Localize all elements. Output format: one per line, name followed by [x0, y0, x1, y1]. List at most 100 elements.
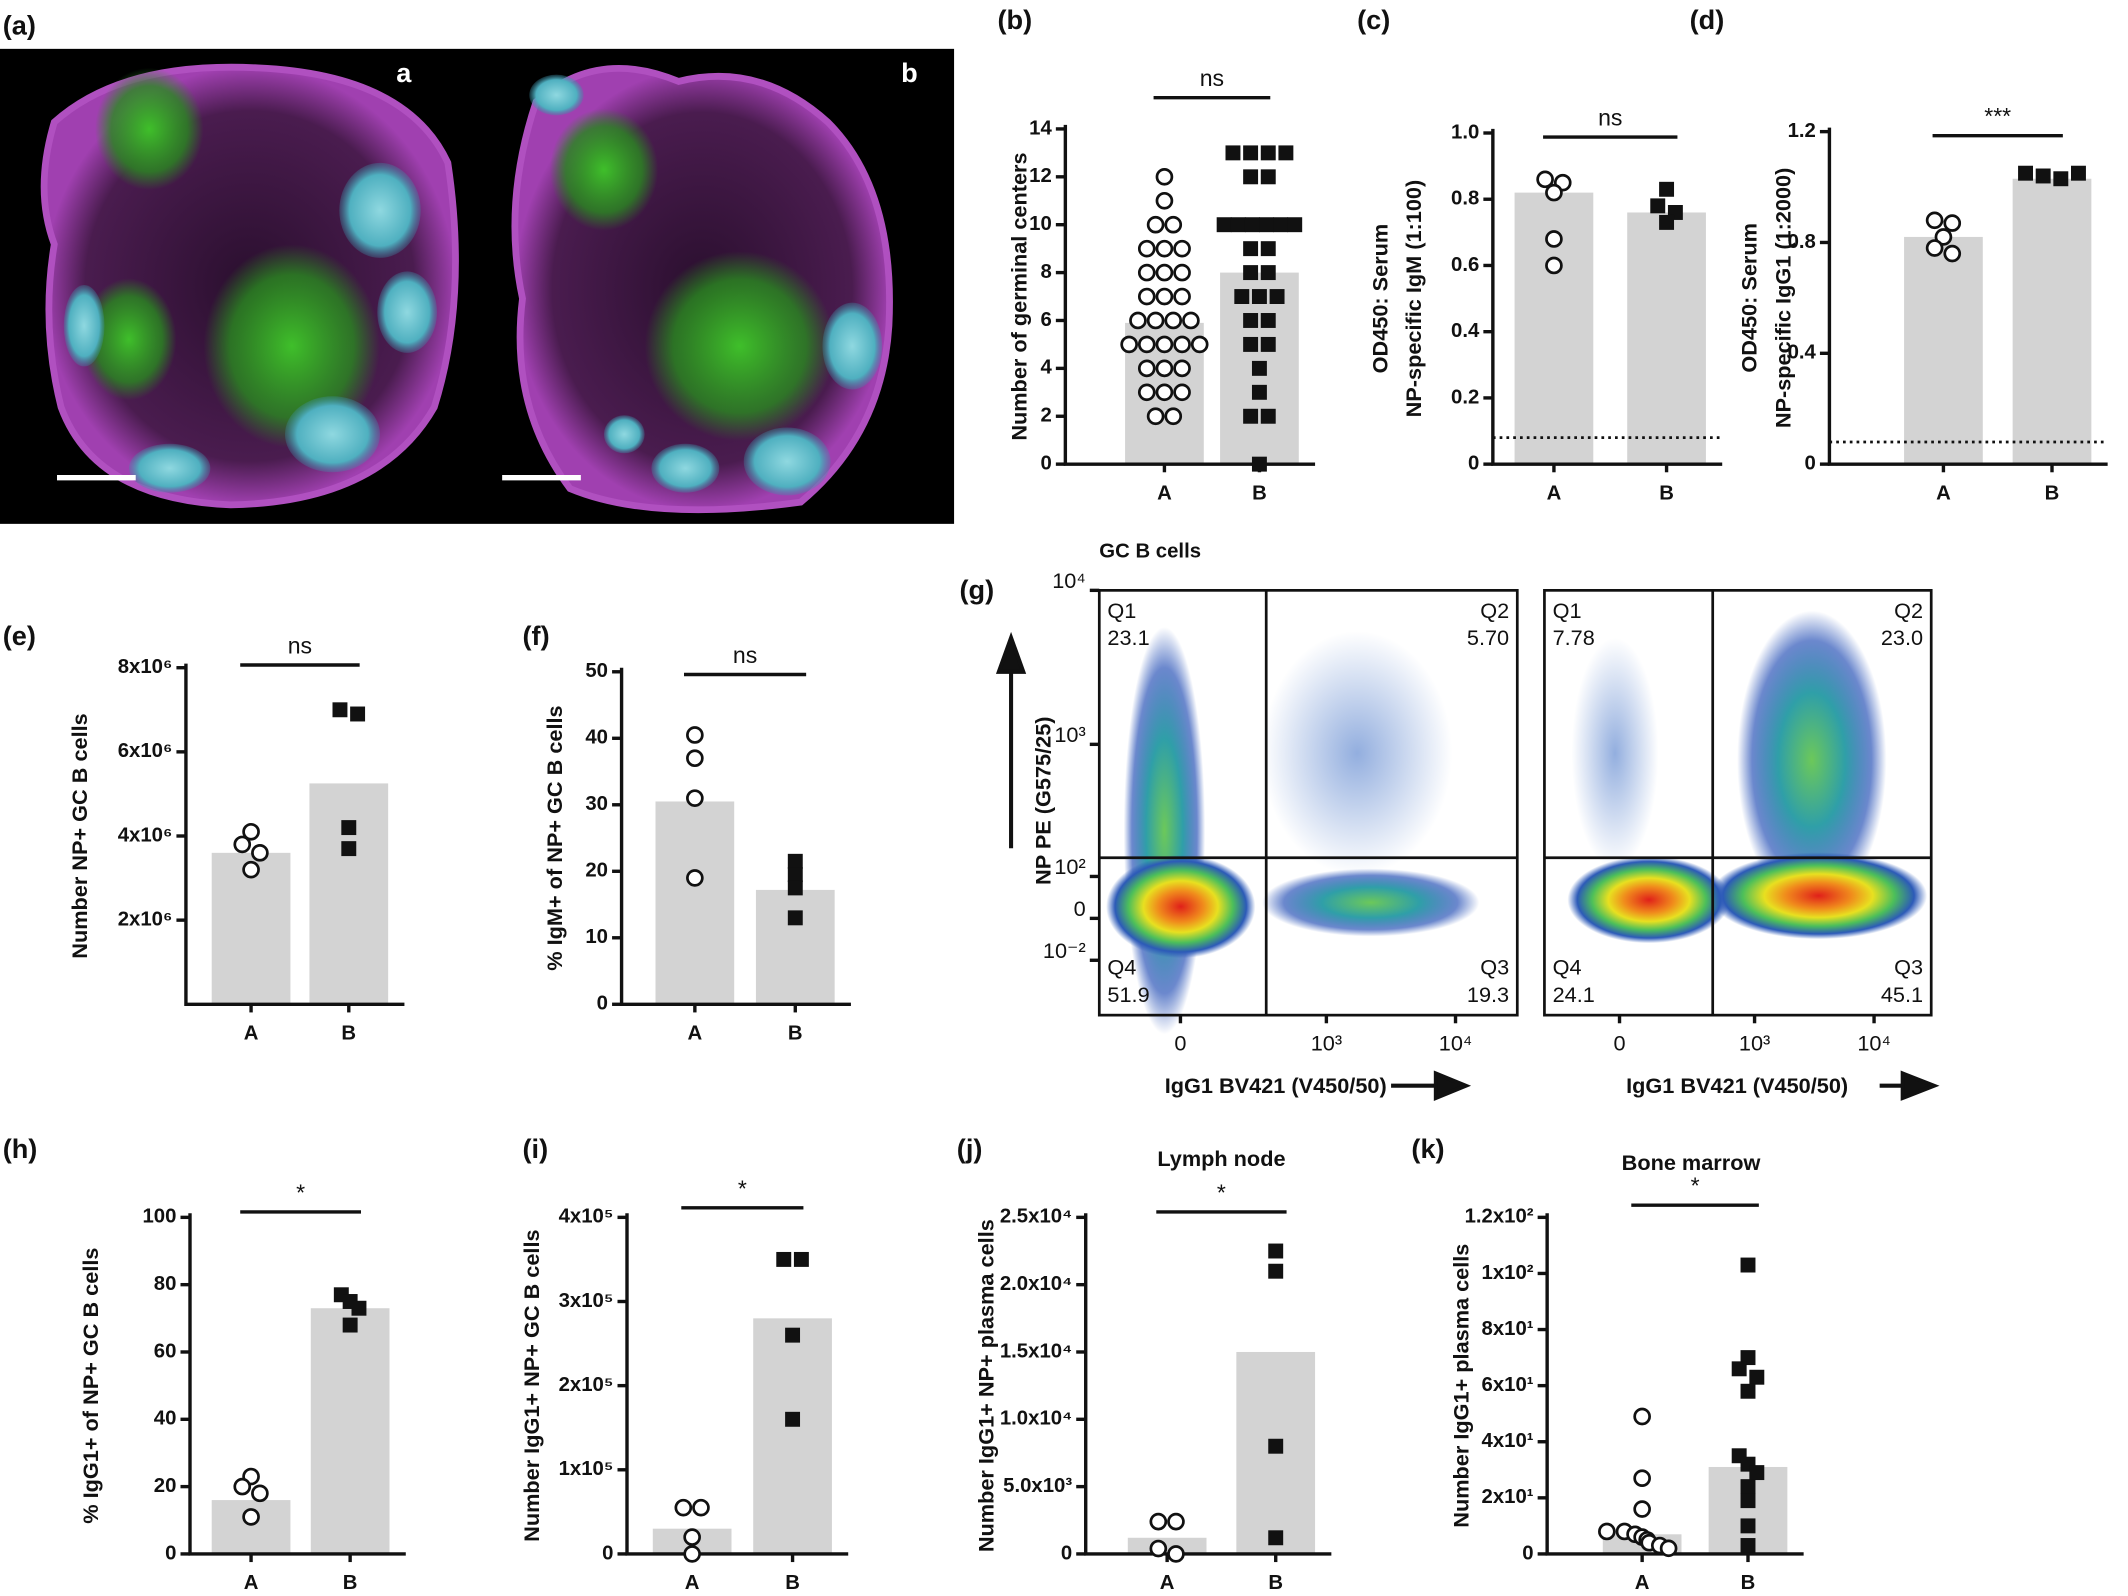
quadrant-value: 24.1 [1553, 982, 1595, 1007]
bar [755, 889, 835, 1005]
quadrant-name: Q4 [1107, 955, 1136, 980]
y-tick-label: 30 [585, 793, 608, 815]
y-tick-label: 10⁴ [1052, 568, 1085, 593]
data-point [1650, 198, 1666, 214]
y-tick-label: 3x10⁵ [559, 1290, 614, 1312]
y-tick-label: 0 [1074, 896, 1086, 921]
y-tick-label: 10 [585, 926, 608, 948]
data-point [1243, 408, 1259, 424]
x-tick-label: 10³ [1311, 1031, 1342, 1056]
quadrant-name: Q2 [1480, 598, 1509, 623]
chart-title: GC B cells [1099, 541, 1201, 563]
data-point [1234, 289, 1250, 304]
bar [1127, 1537, 1207, 1554]
data-point [776, 1251, 792, 1267]
y-tick-label: 2x10¹ [1482, 1486, 1534, 1508]
data-point [1273, 217, 1289, 233]
axes [1827, 127, 2108, 466]
chart-title: Lymph node [1157, 1146, 1285, 1171]
data-point [1268, 1263, 1284, 1279]
data-point [674, 1498, 693, 1517]
data-point [251, 844, 269, 862]
y-tick-label: 1.0x10⁴ [1000, 1408, 1072, 1430]
data-point [1243, 313, 1259, 328]
significance-label: *** [1984, 103, 2011, 129]
y-tick-label: 40 [585, 727, 608, 749]
axes [1084, 1213, 1332, 1556]
y-tick-label: 2.0x10⁴ [1000, 1273, 1072, 1295]
y-axis-label: NP-specific IgG1 (1:2000) [1770, 168, 1795, 429]
data-point [1155, 191, 1174, 210]
data-point [1659, 181, 1675, 197]
y-tick-label: 14 [1029, 117, 1052, 139]
data-point [233, 835, 252, 854]
data-point [686, 789, 704, 807]
data-point [1545, 230, 1563, 248]
quadrant-value: 7.78 [1553, 625, 1595, 650]
x-tick-label: B [788, 1023, 803, 1045]
data-point [1251, 360, 1267, 376]
y-tick-label: 4 [1040, 357, 1052, 379]
data-point [1260, 265, 1276, 281]
y-axis-label: Number IgG1+ NP+ plasma cells [974, 1219, 999, 1552]
y-tick-label: 8 [1040, 261, 1051, 283]
density-plot [1106, 610, 1928, 1035]
y-tick-label: 0 [1061, 1542, 1072, 1564]
significance-label: * [1217, 1179, 1226, 1205]
data-point [1943, 244, 1962, 263]
data-point [1633, 1500, 1651, 1518]
y-tick-label: 0 [1040, 453, 1051, 475]
data-point [332, 702, 348, 718]
data-point [1268, 1438, 1284, 1454]
panel-label: (d) [1690, 4, 1725, 35]
significance-label: ns [733, 642, 757, 668]
data-point [1260, 408, 1276, 424]
x-tick-label: A [1160, 1572, 1175, 1594]
data-point [683, 1528, 701, 1546]
data-point [787, 880, 803, 896]
y-tick-label: 2x10⁶ [118, 909, 173, 931]
data-point [1260, 313, 1276, 328]
y-tick-label: 2x10⁵ [559, 1374, 614, 1396]
y-tick-label: 40 [154, 1408, 177, 1430]
data-point [1173, 239, 1191, 258]
quadrant-value: 5.70 [1467, 625, 1509, 650]
y-tick-label: 20 [154, 1475, 177, 1497]
significance-label: * [296, 1179, 305, 1205]
axes [619, 667, 851, 1006]
quadrant-value: 23.1 [1107, 625, 1149, 650]
data-point [1749, 1465, 1765, 1481]
x-tick-label: B [341, 1023, 356, 1045]
data-point [686, 749, 704, 768]
panel-label: (h) [3, 1133, 38, 1164]
axes [188, 1213, 406, 1556]
data-point [1155, 263, 1174, 282]
axes [625, 1213, 849, 1556]
panel-label: (i) [523, 1133, 549, 1164]
axis-arrows [995, 631, 1940, 1101]
data-point [1216, 217, 1232, 233]
data-point [787, 910, 803, 926]
x-tick-label: A [688, 1023, 703, 1045]
data-point [1173, 263, 1191, 282]
data-point [1740, 1257, 1756, 1273]
data-point [1943, 214, 1962, 232]
panel-label: (k) [1411, 1133, 1444, 1164]
y-tick-label: 0 [1805, 453, 1816, 475]
x-tick-label: A [1547, 482, 1562, 504]
data-point [1164, 215, 1183, 234]
x-tick-label: A [685, 1572, 700, 1594]
y-tick-label: 0.8 [1451, 188, 1479, 210]
significance-label: ns [1598, 105, 1622, 131]
y-tick-label: 0.4 [1451, 320, 1480, 342]
data-point [1260, 169, 1276, 185]
x-tick-label: A [244, 1023, 259, 1045]
axes [1545, 1213, 1804, 1556]
data-point [1173, 359, 1191, 378]
significance-label: * [1691, 1173, 1700, 1199]
y-axis-label: OD450: Serum [1736, 223, 1761, 373]
data-point [233, 1477, 252, 1496]
data-point [1251, 456, 1267, 472]
data-point [1633, 1469, 1651, 1488]
